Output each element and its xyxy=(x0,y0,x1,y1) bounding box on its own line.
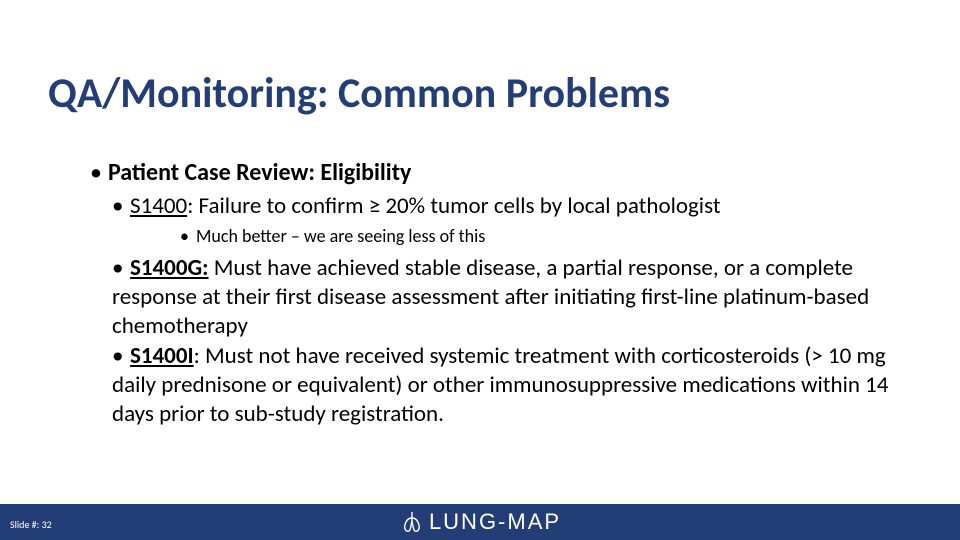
bullet-dot: • xyxy=(112,192,130,221)
bullet-level2: •S1400: Failure to confirm ≥ 20% tumor c… xyxy=(90,192,900,221)
bullet-level2: •S1400G: Must have achieved stable disea… xyxy=(90,254,900,340)
footer-logo: LUNG-MAP xyxy=(399,509,561,535)
bullet-text: : Must not have received systemic treatm… xyxy=(112,342,888,428)
bullet-level1: •Patient Case Review: Eligibility xyxy=(90,158,900,188)
bullet-label: S1400I xyxy=(130,342,194,370)
bullet-text: Much better – we are seeing less of this xyxy=(196,225,485,247)
bullet-label: S1400G: xyxy=(130,254,209,282)
footer-bar: Slide #: 32 LUNG-MAP xyxy=(0,504,960,540)
logo-text: LUNG-MAP xyxy=(429,509,561,535)
bullet-dot: • xyxy=(112,342,130,371)
bullet-dot: • xyxy=(112,254,130,283)
slide-number: Slide #: 32 xyxy=(10,518,52,531)
bullet-label: S1400 xyxy=(130,192,187,220)
bullet-text: Patient Case Review: Eligibility xyxy=(108,158,411,187)
bullet-dot: • xyxy=(90,158,108,188)
slide-title: QA/Monitoring: Common Problems xyxy=(48,68,670,119)
bullet-text: Must have achieved stable disease, a par… xyxy=(112,254,869,340)
slide-body: •Patient Case Review: Eligibility •S1400… xyxy=(90,158,900,431)
lung-icon xyxy=(399,510,425,534)
bullet-level3: •Much better – we are seeing less of thi… xyxy=(90,225,900,248)
bullet-dot: • xyxy=(180,225,196,248)
slide: QA/Monitoring: Common Problems •Patient … xyxy=(0,0,960,540)
bullet-text: : Failure to confirm ≥ 20% tumor cells b… xyxy=(187,192,720,220)
bullet-level2: •S1400I: Must not have received systemic… xyxy=(90,342,900,428)
